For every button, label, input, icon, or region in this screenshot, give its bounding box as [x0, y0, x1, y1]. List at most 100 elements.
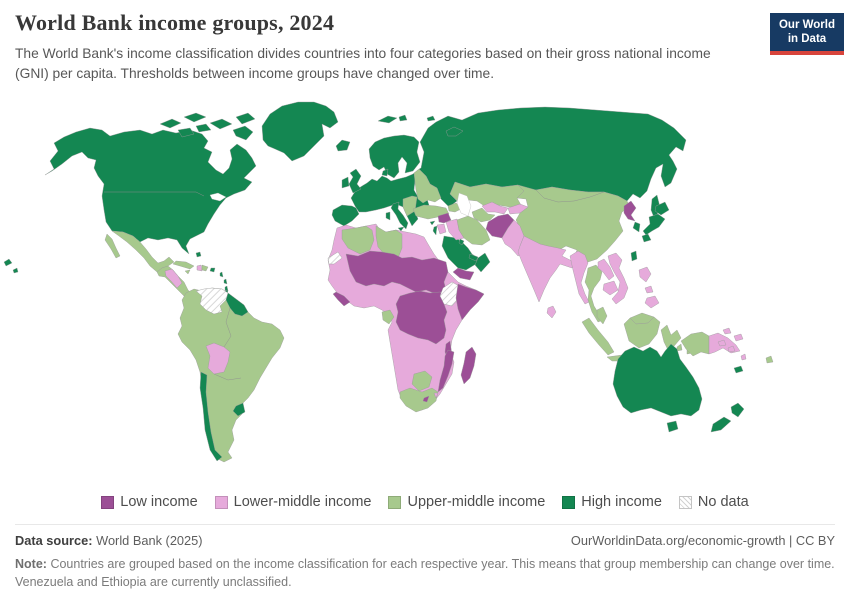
map-region-western-sahara[interactable]	[327, 251, 343, 265]
map-region-caucasus[interactable]	[447, 202, 464, 213]
map-region-nicaragua-honduras[interactable]	[164, 268, 183, 289]
map-region-yemen[interactable]	[452, 267, 475, 281]
map-region-luzon[interactable]	[638, 266, 652, 283]
map-region-iberia[interactable]	[331, 204, 360, 227]
map-region-dominican-republic[interactable]	[201, 264, 209, 272]
map-region-puerto-rico[interactable]	[209, 267, 216, 273]
map-region-sierra-leone-liberia[interactable]	[332, 291, 351, 307]
map-region-lesser-antilles[interactable]	[219, 271, 224, 278]
legend-item-low-income[interactable]: Low income	[101, 494, 198, 510]
map-region-israel[interactable]	[432, 225, 438, 236]
map-region-canadian-arctic[interactable]	[159, 118, 182, 129]
map-region-vietnam[interactable]	[607, 252, 629, 305]
map-region-kyrgyzstan-tajikistan[interactable]	[507, 203, 529, 215]
map-region-haiti[interactable]	[196, 264, 203, 272]
map-region-west-papua[interactable]	[680, 331, 710, 357]
map-region-scandinavia[interactable]	[368, 134, 421, 179]
map-region-novaya-zemlya[interactable]	[445, 126, 464, 137]
map-region-south-korea[interactable]	[632, 221, 641, 233]
map-region-botswana[interactable]	[411, 370, 433, 392]
map-region-taiwan[interactable]	[630, 250, 638, 262]
map-region-greenland[interactable]	[261, 101, 339, 162]
map-region-mexico[interactable]	[111, 230, 175, 273]
legend-item-high-income[interactable]: High income	[562, 494, 662, 510]
map-region-new-ireland[interactable]	[733, 333, 744, 342]
map-region-hawaii[interactable]	[3, 258, 13, 267]
map-region-vanuatu[interactable]	[740, 353, 747, 361]
map-region-syria[interactable]	[437, 212, 452, 224]
map-region-nz-north-island[interactable]	[730, 402, 745, 418]
map-region-sardinia[interactable]	[385, 211, 391, 221]
map-region-new-britain[interactable]	[722, 327, 732, 335]
map-region-ukraine-belarus[interactable]	[413, 168, 442, 204]
map-region-italy[interactable]	[390, 201, 409, 230]
map-region-baja-california[interactable]	[104, 233, 121, 259]
map-region-bolivia[interactable]	[205, 342, 231, 375]
map-region-lesotho[interactable]	[422, 395, 430, 403]
map-region-somalia[interactable]	[455, 283, 485, 321]
map-region-eswatini[interactable]	[433, 392, 439, 399]
map-region-kalimantan[interactable]	[623, 316, 661, 349]
map-region-canada-usa[interactable]	[44, 127, 257, 255]
owid-logo[interactable]: Our World in Data	[770, 13, 844, 55]
map-region-united-kingdom[interactable]	[348, 168, 362, 194]
map-region-cyprus[interactable]	[429, 220, 436, 226]
map-region-fiji[interactable]	[765, 355, 774, 364]
map-region-venezuela[interactable]	[195, 287, 229, 315]
map-region-hawaii[interactable]	[12, 267, 19, 274]
map-region-canadian-arctic[interactable]	[183, 112, 207, 123]
map-region-mozambique[interactable]	[437, 349, 455, 393]
map-region-laos[interactable]	[597, 258, 615, 281]
map-region-iran[interactable]	[456, 215, 491, 246]
map-region-ireland[interactable]	[341, 176, 350, 189]
legend-item-lower-middle-income[interactable]: Lower-middle income	[214, 494, 371, 510]
map-region-denmark[interactable]	[381, 168, 389, 177]
map-region-malaysia-peninsula[interactable]	[596, 306, 608, 325]
map-region-myanmar[interactable]	[569, 250, 590, 305]
map-region-hokkaido[interactable]	[654, 201, 670, 216]
map-region-kuwait[interactable]	[458, 238, 465, 246]
map-region-south-america[interactable]	[177, 287, 285, 463]
map-region-victoria-island[interactable]	[177, 127, 195, 138]
legend-item-upper-middle-income[interactable]: Upper-middle income	[388, 494, 545, 510]
map-region-canadian-arctic[interactable]	[209, 118, 233, 130]
map-region-chile[interactable]	[199, 371, 223, 462]
map-region-solomon-islands[interactable]	[717, 339, 727, 347]
map-region-cambodia[interactable]	[602, 280, 619, 296]
map-region-franz-josef[interactable]	[426, 115, 436, 122]
map-region-north-korea[interactable]	[623, 200, 637, 222]
map-region-oman[interactable]	[474, 252, 491, 273]
map-region-madagascar[interactable]	[460, 346, 477, 385]
map-region-jordan-lebanon[interactable]	[436, 223, 447, 235]
citation[interactable]: OurWorldinData.org/economic-growth | CC …	[570, 533, 835, 548]
map-region-guianas[interactable]	[225, 292, 249, 317]
legend-item-no-data[interactable]: No data	[678, 494, 749, 510]
map-region-australia[interactable]	[612, 343, 703, 417]
map-region-kyushu[interactable]	[641, 233, 652, 243]
map-region-svalbard-east[interactable]	[398, 114, 408, 122]
map-region-libya[interactable]	[375, 225, 403, 259]
map-region-cuba[interactable]	[172, 260, 195, 270]
map-region-jamaica[interactable]	[184, 269, 191, 275]
map-region-svalbard[interactable]	[377, 115, 398, 124]
map-region-india[interactable]	[517, 235, 577, 303]
map-region-canadian-arctic[interactable]	[195, 123, 212, 133]
map-region-sumatra[interactable]	[581, 317, 615, 356]
map-region-honshu[interactable]	[642, 213, 666, 236]
map-region-south-africa[interactable]	[399, 387, 439, 413]
map-region-mindanao[interactable]	[644, 295, 660, 309]
map-region-central-africa[interactable]	[395, 290, 448, 345]
map-region-uae-qatar[interactable]	[468, 253, 479, 262]
map-region-iceland[interactable]	[335, 139, 351, 152]
map-region-sulawesi[interactable]	[660, 324, 682, 353]
map-region-turkmenistan[interactable]	[471, 207, 496, 223]
map-region-tasmania[interactable]	[666, 420, 679, 433]
map-region-solomon-islands[interactable]	[727, 345, 736, 353]
map-region-sicily[interactable]	[397, 226, 405, 232]
map-region-baffin-south[interactable]	[232, 125, 254, 141]
map-region-lesser-antilles[interactable]	[223, 278, 228, 285]
map-region-nz-south-island[interactable]	[710, 416, 732, 433]
map-region-uzbekistan[interactable]	[481, 201, 509, 215]
map-region-bahamas[interactable]	[195, 251, 202, 258]
map-region-algeria[interactable]	[341, 225, 375, 255]
